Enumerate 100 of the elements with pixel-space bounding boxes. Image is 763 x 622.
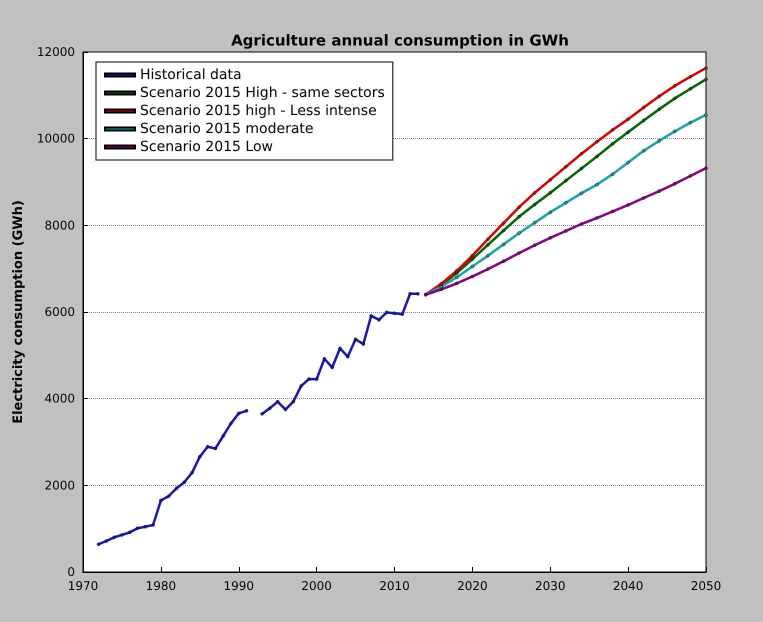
point xyxy=(532,202,536,206)
point xyxy=(532,220,536,224)
point xyxy=(642,106,646,110)
y-tick-label: 6000 xyxy=(44,305,75,319)
y-tick-label: 10000 xyxy=(36,132,75,146)
y-tick-label: 8000 xyxy=(44,218,75,232)
point xyxy=(314,377,318,381)
point xyxy=(268,406,272,410)
point xyxy=(517,251,521,255)
legend-label: Scenario 2015 Low xyxy=(140,139,273,155)
legend-label: Historical data xyxy=(140,67,242,83)
point xyxy=(244,409,248,413)
point xyxy=(486,267,490,271)
point xyxy=(214,446,218,450)
point xyxy=(658,139,662,143)
point xyxy=(136,526,140,530)
point xyxy=(564,165,568,169)
point xyxy=(96,542,100,546)
point xyxy=(673,84,677,88)
point xyxy=(626,203,630,207)
point xyxy=(610,172,614,176)
point xyxy=(658,94,662,98)
point xyxy=(688,87,692,91)
point xyxy=(151,523,155,527)
point xyxy=(704,166,708,170)
point xyxy=(548,178,552,182)
point xyxy=(704,66,708,70)
point xyxy=(595,140,599,144)
point xyxy=(502,228,506,232)
point xyxy=(642,196,646,200)
point xyxy=(532,244,536,248)
point xyxy=(564,178,568,182)
x-tick-label: 1970 xyxy=(68,579,98,593)
point xyxy=(626,117,630,121)
point xyxy=(392,312,396,316)
y-tick-label: 4000 xyxy=(44,392,75,406)
point xyxy=(626,160,630,164)
point xyxy=(292,400,296,404)
point xyxy=(307,377,311,381)
point xyxy=(104,539,108,543)
point xyxy=(470,257,474,261)
point xyxy=(502,260,506,264)
point xyxy=(564,229,568,233)
x-tick-label: 2040 xyxy=(612,579,644,593)
x-tick-label: 2000 xyxy=(301,579,332,593)
x-tick-label: 2050 xyxy=(690,579,722,593)
point xyxy=(166,494,170,498)
point xyxy=(174,486,178,490)
point xyxy=(455,282,459,286)
point xyxy=(658,107,662,111)
point xyxy=(470,274,474,278)
point xyxy=(354,338,358,342)
point xyxy=(595,182,599,186)
y-tick-label: 0 xyxy=(67,565,75,579)
x-tick-label: 1990 xyxy=(223,579,254,593)
point xyxy=(486,243,490,247)
point xyxy=(688,74,692,78)
point xyxy=(369,314,373,318)
point xyxy=(400,312,404,316)
x-tick-label: 1980 xyxy=(146,579,176,593)
point xyxy=(688,174,692,178)
point xyxy=(704,113,708,117)
point xyxy=(455,276,459,280)
point xyxy=(532,191,536,195)
point xyxy=(517,231,521,235)
point xyxy=(548,210,552,214)
point xyxy=(190,471,194,475)
point xyxy=(502,221,506,225)
point xyxy=(642,118,646,122)
point xyxy=(206,445,210,449)
point xyxy=(284,408,288,412)
point xyxy=(673,130,677,134)
point xyxy=(580,222,584,226)
point xyxy=(229,422,233,426)
point xyxy=(330,366,334,370)
point xyxy=(276,400,280,404)
point xyxy=(470,264,474,268)
point xyxy=(580,166,584,170)
point xyxy=(439,288,443,292)
point xyxy=(237,412,240,416)
y-axis-title: Electricity consumption (GWh) xyxy=(11,200,26,424)
legend-label: Scenario 2015 high - Less intense xyxy=(140,103,377,119)
legend-label: Scenario 2015 moderate xyxy=(140,121,314,137)
legend-label: Scenario 2015 High - same sectors xyxy=(140,85,385,101)
point xyxy=(384,310,388,314)
point xyxy=(673,182,677,186)
point xyxy=(517,205,521,209)
chart-title: Agriculture annual consumption in GWh xyxy=(231,32,569,50)
x-tick-label: 2010 xyxy=(379,579,410,593)
point xyxy=(346,354,350,358)
point xyxy=(610,210,614,214)
point xyxy=(580,152,584,156)
point xyxy=(144,524,148,528)
point xyxy=(564,201,568,205)
point xyxy=(548,191,552,195)
point xyxy=(688,120,692,124)
point xyxy=(322,357,326,361)
point xyxy=(610,128,614,132)
point xyxy=(299,384,303,388)
point xyxy=(548,236,552,240)
